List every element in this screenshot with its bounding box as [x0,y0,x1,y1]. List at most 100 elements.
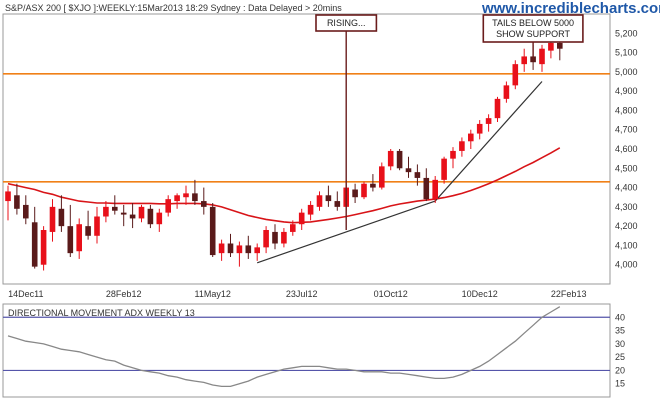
candle-body [512,64,519,86]
price-candle [476,120,483,140]
candle-body [441,158,447,180]
candle-body [494,98,501,119]
price-candle [432,176,438,203]
price-candle [40,226,47,271]
price-candle [423,168,430,202]
candle-body [325,195,332,202]
candle-body [476,123,483,134]
adx-panel-title: DIRECTIONAL MOVEMENT ADX WEEKLY 13 [8,308,195,318]
annotation-text: TAILS BELOW 5000 [492,18,574,28]
candle-body [254,247,260,254]
candle-body [396,150,403,169]
candle-body [103,206,109,217]
y-tick-label: 5,200 [615,28,638,38]
price-candle [290,220,296,236]
y-tick-label: 4,100 [615,240,638,250]
price-candle [512,60,519,90]
price-candle [379,162,385,190]
price-candle [387,149,394,171]
price-candle [103,201,109,223]
y-tick-label: 4,200 [615,221,638,231]
candle-body [5,191,11,202]
candle-body [209,206,216,256]
y-tick-label: 4,300 [615,202,638,212]
candle-body [307,204,314,215]
candle-body [201,201,207,207]
adx-y-tick-label: 30 [615,339,625,349]
candle-body [67,226,74,254]
price-candle [58,195,65,232]
candle-body [548,42,554,51]
candle-body [414,172,421,178]
candle-body [432,179,438,200]
price-candle [254,243,260,261]
candle-body [298,212,305,225]
x-tick-label: 10Dec12 [462,289,498,299]
candle-body [94,216,100,236]
candle-body [14,195,20,209]
candle-body [245,245,252,254]
price-candle [129,203,136,229]
annotation-text: SHOW SUPPORT [496,29,570,39]
candle-body [31,222,38,267]
candle-body [156,212,163,225]
candle-body [263,230,269,248]
price-candle [441,156,447,184]
y-tick-label: 4,700 [615,125,638,135]
candle-body [485,118,492,124]
price-candle [76,218,82,259]
price-candle [521,48,527,72]
price-candle [352,183,358,203]
adx-y-tick-label: 40 [615,312,625,322]
candle-body [405,168,412,173]
price-candle [227,233,234,257]
price-candle [316,191,323,211]
price-candle [218,239,225,261]
price-panel-frame [2,13,611,285]
trend-line [434,81,543,202]
candle-body [316,195,323,207]
candle-body [423,177,430,200]
adx-y-tick-label: 20 [615,365,625,375]
price-candle [494,96,501,122]
chart-title: S&P/ASX 200 [ $XJO ]:WEEKLY:15Mar2013 18… [5,3,342,13]
price-candle [156,208,163,232]
price-candle [94,206,100,244]
candle-body [387,150,394,167]
y-tick-label: 4,900 [615,86,638,96]
annotation-text: RISING... [327,18,366,28]
candle-body [49,206,56,232]
candle-body [138,206,145,219]
price-candle [307,201,314,221]
price-candle [201,187,207,215]
price-candle [298,208,305,230]
x-tick-label: 22Feb13 [551,289,587,299]
candle-body [370,183,376,188]
candle-body [183,193,189,198]
price-candle [147,204,154,229]
price-candle [174,193,180,209]
x-tick-label: 01Oct12 [374,289,408,299]
price-candle [67,204,74,257]
price-candle [192,179,198,205]
candle-body [352,189,358,198]
price-candle [5,185,11,221]
candle-body [450,150,456,159]
price-candle [112,195,118,215]
price-candle [49,199,56,242]
y-tick-label: 4,500 [615,163,638,173]
price-candle [485,114,492,132]
annotation-box [482,14,584,43]
price-candle [468,129,474,149]
price-candle [85,210,91,240]
candle-body [227,243,234,254]
adx-y-tick-label: 15 [615,379,625,389]
price-candle [325,185,332,207]
x-tick-label: 28Feb12 [106,289,142,299]
price-candle [183,185,189,205]
price-candle [165,195,171,217]
annotation-box [315,14,378,32]
